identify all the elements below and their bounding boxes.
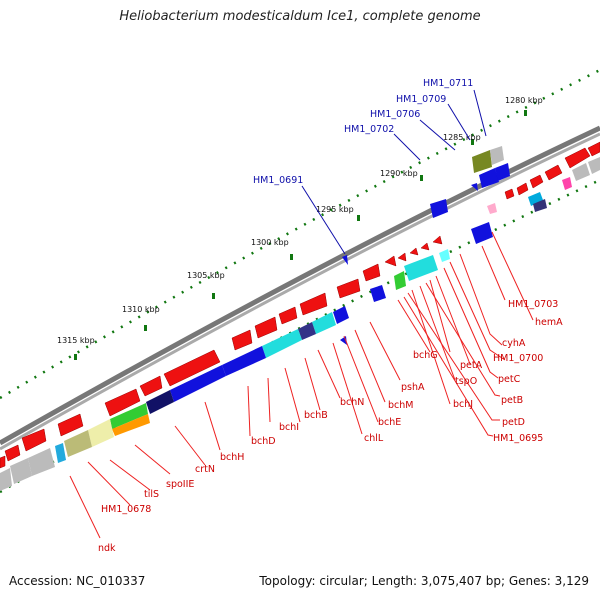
genome-backbone	[0, 125, 600, 446]
genome-backbone-shadow	[0, 132, 600, 451]
label-crtN: crtN	[195, 464, 215, 475]
forward-strand-genes	[0, 141, 600, 469]
outer-scale-major-ticks	[74, 110, 527, 360]
label-pshA: pshA	[401, 382, 425, 393]
map-title: Heliobacterium modesticaldum Ice1, compl…	[119, 9, 481, 24]
scale-label-1285: 1285 kbp	[443, 133, 481, 142]
label-petB: petB	[501, 395, 523, 406]
label-hemA: hemA	[535, 317, 563, 328]
label-petC: petC	[498, 374, 521, 385]
scale-label-1295: 1295 kbp	[316, 205, 354, 214]
scale-label-1310: 1310 kbp	[122, 305, 160, 314]
scale-label-1290: 1290 kbp	[380, 169, 418, 178]
accession-text: Accession: NC_010337	[9, 574, 146, 588]
label-cyhA: cyhA	[502, 338, 526, 349]
label-HM1_0709: HM1_0709	[396, 94, 446, 105]
label-bchB: bchB	[304, 410, 328, 421]
label-bchI: bchI	[279, 422, 299, 433]
label-bchJ: bchJ	[453, 399, 473, 410]
label-tspO: tspO	[455, 376, 477, 387]
label-ndk: ndk	[98, 543, 116, 554]
label-bchD: bchD	[251, 436, 276, 447]
label-connectors-blue	[301, 89, 487, 255]
label-HM1_0695: HM1_0695	[493, 433, 543, 444]
gene-tiles-right	[340, 146, 600, 345]
label-HM1_0706: HM1_0706	[370, 109, 420, 120]
label-HM1_0702: HM1_0702	[344, 124, 394, 135]
label-petD: petD	[502, 417, 525, 428]
scale-label-1305: 1305 kbp	[187, 271, 225, 280]
label-bchN: bchN	[340, 397, 364, 408]
label-HM1_0700: HM1_0700	[493, 353, 543, 364]
label-HM1_0691: HM1_0691	[253, 175, 303, 186]
label-bchG: bchG	[413, 350, 438, 361]
scale-label-1280: 1280 kbp	[505, 96, 543, 105]
label-petA: petA	[460, 360, 483, 371]
label-HM1_0711: HM1_0711	[423, 78, 473, 89]
label-spoIIE: spoIIE	[166, 479, 194, 490]
label-bchE: bchE	[378, 417, 401, 428]
label-HM1_0703: HM1_0703	[508, 299, 558, 310]
label-bchH: bchH	[220, 452, 244, 463]
reverse-strand-genes	[0, 306, 349, 491]
label-bchM: bchM	[388, 400, 413, 411]
label-HM1_0678: HM1_0678	[101, 504, 151, 515]
label-connectors-red	[69, 231, 534, 539]
scale-label-1315: 1315 kbp	[57, 336, 95, 345]
genome-summary-text: Topology: circular; Length: 3,075,407 bp…	[259, 574, 589, 588]
label-tilS: tilS	[144, 489, 159, 500]
scale-label-1300: 1300 kbp	[251, 238, 289, 247]
label-chlL: chlL	[364, 433, 384, 444]
